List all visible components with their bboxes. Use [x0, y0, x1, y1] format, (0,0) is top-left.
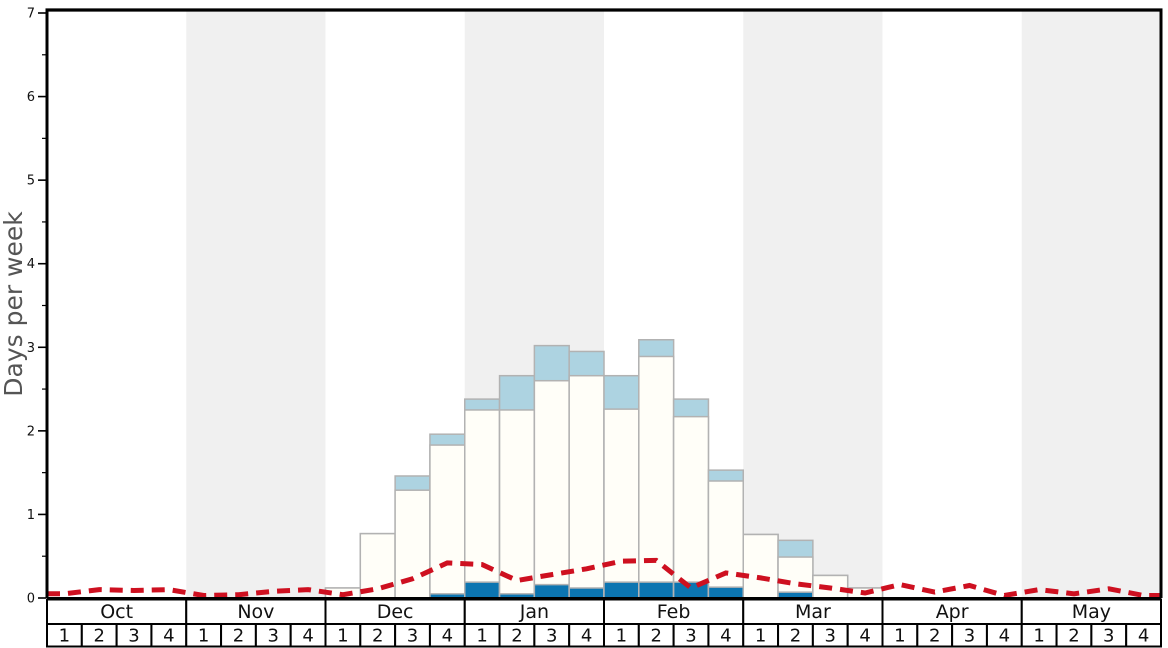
bar-darkblue-Feb-4: [707, 586, 744, 599]
month-cell-feb: [603, 598, 745, 625]
bar-white-Jan-2: [498, 409, 536, 599]
week-label-oct-3: 3: [128, 626, 139, 647]
y-tick-label-4: 4: [27, 257, 35, 272]
red-dashed-line-group: [47, 557, 1161, 599]
month-cell-nov: [185, 598, 327, 625]
week-label-oct-1: 1: [59, 626, 70, 647]
y-tick-label-1: 1: [27, 508, 35, 523]
week-label-jan-3: 3: [546, 626, 557, 647]
week-label-dec-2: 2: [372, 626, 383, 647]
bar-white-Dec-3: [394, 489, 431, 599]
bar-darkblue-Feb-2: [638, 581, 675, 599]
month-cell-may: [1020, 598, 1162, 625]
axes-frame: [45, 8, 1163, 599]
y-tick-label-6: 6: [27, 90, 35, 105]
red-dashed-polyline: [47, 557, 1161, 599]
bar-white-Jan-3: [533, 379, 570, 599]
bar-white-Mar-1: [742, 533, 779, 599]
month-label-apr: Apr: [936, 601, 969, 623]
week-label-may-1: 1: [1033, 626, 1044, 647]
shaded-band-may: [1021, 11, 1161, 598]
week-label-dec-4: 4: [442, 626, 453, 647]
y-tick-label-5: 5: [27, 174, 35, 189]
week-label-feb-4: 4: [720, 626, 731, 647]
month-label-oct: Oct: [100, 601, 133, 623]
bar-white-Jan-4: [568, 374, 605, 599]
week-label-dec-3: 3: [407, 626, 418, 647]
month-label-feb: Feb: [657, 601, 691, 623]
week-label-oct-2: 2: [93, 626, 104, 647]
month-label-jan: Jan: [519, 601, 549, 623]
month-label-may: May: [1072, 601, 1111, 623]
stacked-bars: [324, 339, 884, 599]
y-tick-label-0: 0: [27, 592, 35, 607]
week-label-mar-1: 1: [755, 626, 766, 647]
bar-darkblue-Jan-3: [533, 583, 570, 599]
week-label-apr-2: 2: [929, 626, 940, 647]
week-label-dec-1: 1: [337, 626, 348, 647]
week-label-jan-2: 2: [511, 626, 522, 647]
bar-white-Feb-3: [672, 415, 710, 599]
week-label-mar-2: 2: [790, 626, 801, 647]
bar-white-Jan-1: [464, 409, 501, 599]
week-label-feb-3: 3: [685, 626, 696, 647]
week-label-apr-4: 4: [999, 626, 1010, 647]
week-label-apr-1: 1: [894, 626, 905, 647]
week-label-nov-4: 4: [302, 626, 313, 647]
week-label-may-4: 4: [1138, 626, 1149, 647]
shaded-band-nov: [186, 11, 326, 598]
y-tick-label-7: 7: [27, 7, 35, 22]
y-axis-label: Days per week: [0, 211, 28, 397]
month-shading-bands: [186, 11, 1161, 598]
week-label-apr-3: 3: [964, 626, 975, 647]
week-label-may-3: 3: [1103, 626, 1114, 647]
shaded-band-mar: [743, 11, 883, 598]
bar-white-Dec-4: [429, 444, 466, 599]
week-label-nov-3: 3: [268, 626, 279, 647]
week-label-jan-4: 4: [581, 626, 592, 647]
week-cell-may-4: [1125, 623, 1162, 648]
week-label-oct-4: 4: [163, 626, 174, 647]
bar-darkblue-Jan-1: [464, 581, 501, 599]
bar-white-Feb-4: [707, 480, 744, 599]
y-axis-ticks: 0 1 2 3 4 5 6 7: [27, 7, 46, 607]
bar-darkblue-Jan-4: [568, 587, 605, 599]
month-label-mar: Mar: [795, 601, 831, 623]
week-label-feb-2: 2: [650, 626, 661, 647]
week-label-jan-1: 1: [476, 626, 487, 647]
bar-white-Feb-1: [603, 408, 640, 599]
y-tick-label-2: 2: [27, 424, 35, 439]
y-tick-label-3: 3: [27, 341, 35, 356]
week-label-feb-1: 1: [616, 626, 627, 647]
month-label-dec: Dec: [377, 601, 414, 623]
week-label-mar-3: 3: [825, 626, 836, 647]
week-label-mar-4: 4: [859, 626, 870, 647]
week-label-nov-2: 2: [233, 626, 244, 647]
month-cell-apr: [881, 598, 1023, 625]
week-label-may-2: 2: [1068, 626, 1079, 647]
bar-darkblue-Feb-1: [603, 581, 640, 599]
week-label-nov-1: 1: [198, 626, 209, 647]
month-cell-jan: [463, 598, 605, 625]
bar-white-Feb-2: [638, 355, 675, 599]
x-axis-month-week-table: Oct 1 2 3 4 Nov 1 2 3 4 Dec 1 2 3 4 Jan 1 2 3 4 Feb 1 2 3 4 Mar 1 2…: [46, 598, 1162, 648]
month-label-nov: Nov: [237, 601, 274, 623]
